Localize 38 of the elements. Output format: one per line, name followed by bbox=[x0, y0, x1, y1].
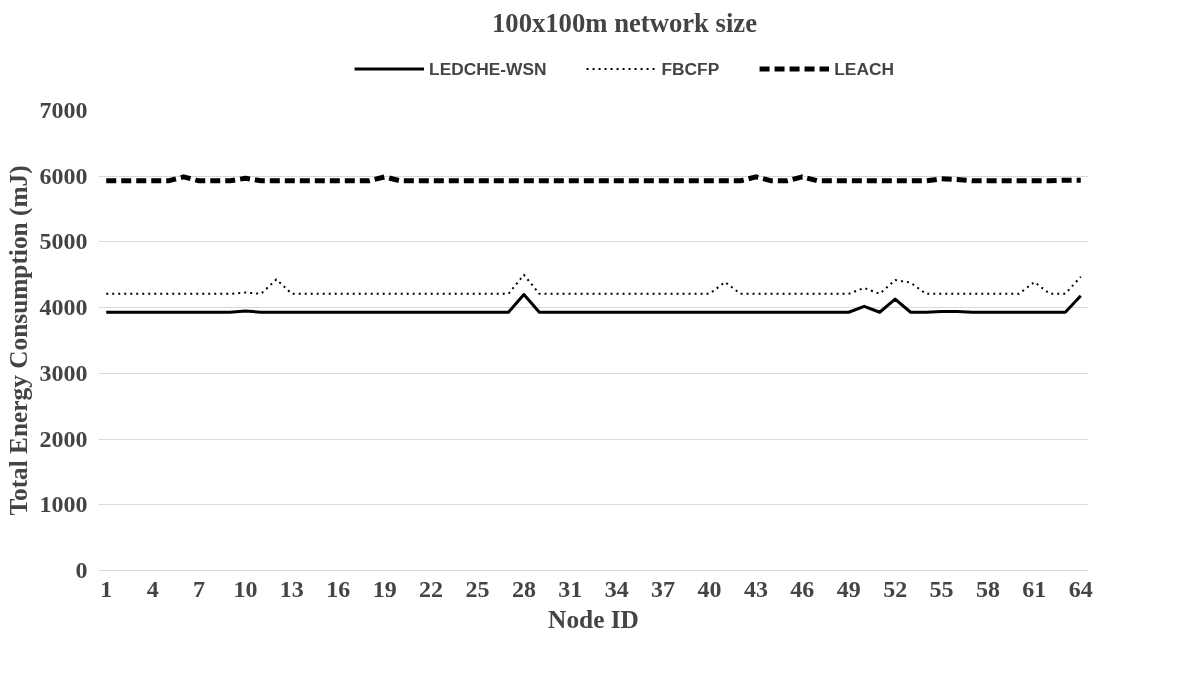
y-tick-label: 1000 bbox=[39, 491, 88, 518]
y-tick-label: 5000 bbox=[39, 228, 88, 255]
y-tick-label: 6000 bbox=[39, 162, 88, 189]
x-tick-label: 22 bbox=[419, 575, 444, 602]
x-tick-label: 10 bbox=[233, 575, 258, 602]
legend-label: FBCFP bbox=[661, 58, 720, 79]
y-tick-label: 2000 bbox=[39, 425, 88, 452]
x-tick-label: 64 bbox=[1068, 575, 1093, 602]
x-tick-label: 28 bbox=[511, 575, 536, 602]
x-tick-label: 25 bbox=[465, 575, 490, 602]
line-series bbox=[104, 293, 1083, 314]
x-tick-label: 43 bbox=[743, 575, 768, 602]
x-tick-label: 19 bbox=[372, 575, 397, 602]
chart-title: 100x100m network size bbox=[491, 7, 758, 38]
x-tick-label: 52 bbox=[883, 575, 908, 602]
legend-label: LEACH bbox=[834, 58, 894, 79]
x-tick-label: 40 bbox=[697, 575, 722, 602]
y-axis-title: Total Energy Consumption (mJ) bbox=[3, 165, 33, 516]
x-tick-label: 7 bbox=[193, 575, 206, 602]
x-tick-label: 16 bbox=[326, 575, 351, 602]
x-axis-title: Node ID bbox=[548, 604, 639, 633]
x-tick-label: 1 bbox=[100, 575, 113, 602]
x-tick-label: 55 bbox=[929, 575, 954, 602]
x-tick-label: 49 bbox=[836, 575, 861, 602]
y-tick-label: 0 bbox=[75, 557, 88, 583]
x-tick-label: 46 bbox=[790, 575, 815, 602]
x-tick-label: 31 bbox=[558, 575, 583, 602]
y-tick-label: 3000 bbox=[39, 359, 88, 386]
x-tick-label: 37 bbox=[651, 575, 676, 602]
x-tick-label: 58 bbox=[975, 575, 1000, 602]
y-tick-label: 4000 bbox=[39, 294, 88, 321]
y-tick-label: 7000 bbox=[39, 97, 88, 123]
x-tick-label: 13 bbox=[279, 575, 304, 602]
x-tick-label: 4 bbox=[146, 575, 159, 602]
line-series bbox=[105, 273, 1082, 295]
legend-label: LEDCHE-WSN bbox=[429, 58, 547, 79]
x-tick-label: 34 bbox=[604, 575, 629, 602]
x-tick-label: 61 bbox=[1022, 575, 1047, 602]
